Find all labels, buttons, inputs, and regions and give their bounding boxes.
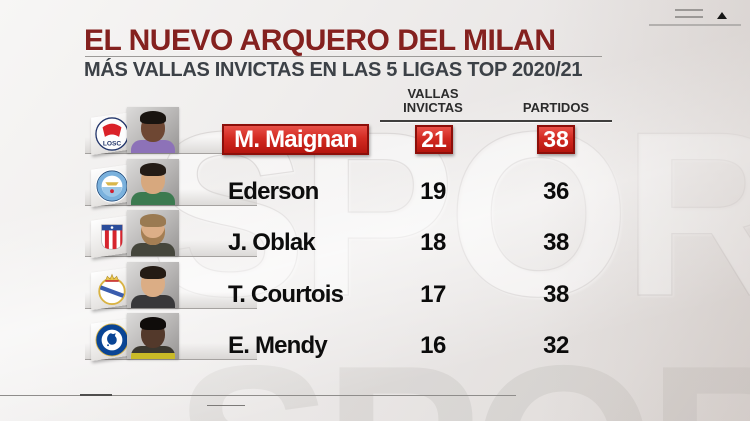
partidos-value: 36 [543,178,569,205]
menu-lines-icon [675,16,703,18]
player-hair [140,111,166,124]
column-header-partidos: PARTIDOS [522,100,590,115]
table-row: LOSC M. Maignan 21 38 [0,100,750,180]
chelsea-badge-icon [95,323,129,357]
jersey [131,295,175,308]
jersey [131,243,175,256]
table-row: Ederson 19 36 [0,152,750,232]
vallas-value: 18 [420,229,446,256]
partidos-value: 38 [537,125,575,154]
table-row: E. Mendy 16 32 [0,306,750,386]
svg-text:LOSC: LOSC [103,140,122,147]
player-photo [127,210,179,256]
jersey [131,140,175,153]
bottom-short-line [207,405,245,406]
player-hair [140,317,166,330]
header-divider [380,120,612,122]
player-photo [127,313,179,359]
player-photo [127,159,179,205]
bottom-line-segment [80,394,112,396]
atletico-madrid-badge-icon [101,224,123,250]
column-header-line2: INVICTAS [403,100,463,115]
table-row: T. Courtois 17 38 [0,255,750,335]
title-divider [85,56,602,57]
jersey [131,192,175,205]
lille-badge-icon: LOSC [95,117,129,151]
manchester-city-badge-icon [95,169,129,203]
player-hair [140,163,166,176]
player-photo [127,107,179,153]
partidos-value: 38 [543,229,569,256]
player-hair [140,214,166,227]
player-name: J. Oblak [228,229,316,256]
bottom-line [0,395,516,396]
player-name: T. Courtois [228,281,344,308]
column-header-vallas-invictas: VALLAS INVICTAS [383,87,483,115]
scrubber-line [649,24,741,26]
player-photo [127,262,179,308]
page-subtitle: MÁS VALLAS INVICTAS EN LAS 5 LIGAS TOP 2… [84,59,583,81]
player-name: E. Mendy [228,332,328,359]
partidos-value: 32 [543,332,569,359]
jersey [131,346,175,359]
vallas-value: 17 [420,281,446,308]
vallas-value: 19 [420,178,446,205]
real-madrid-badge-icon [98,273,126,306]
menu-lines-icon [675,9,703,11]
player-name-highlighted: M. Maignan [222,124,369,155]
table-row: J. Oblak 18 38 [0,203,750,283]
column-header-line1: VALLAS [407,86,459,101]
partidos-value: 38 [543,281,569,308]
vallas-value: 21 [415,125,453,154]
vallas-value: 16 [420,332,446,359]
page-title: EL NUEVO ARQUERO DEL MILAN [84,24,556,57]
player-name: Ederson [228,178,319,205]
triangle-up-button[interactable] [717,12,727,19]
player-hair [140,266,166,279]
